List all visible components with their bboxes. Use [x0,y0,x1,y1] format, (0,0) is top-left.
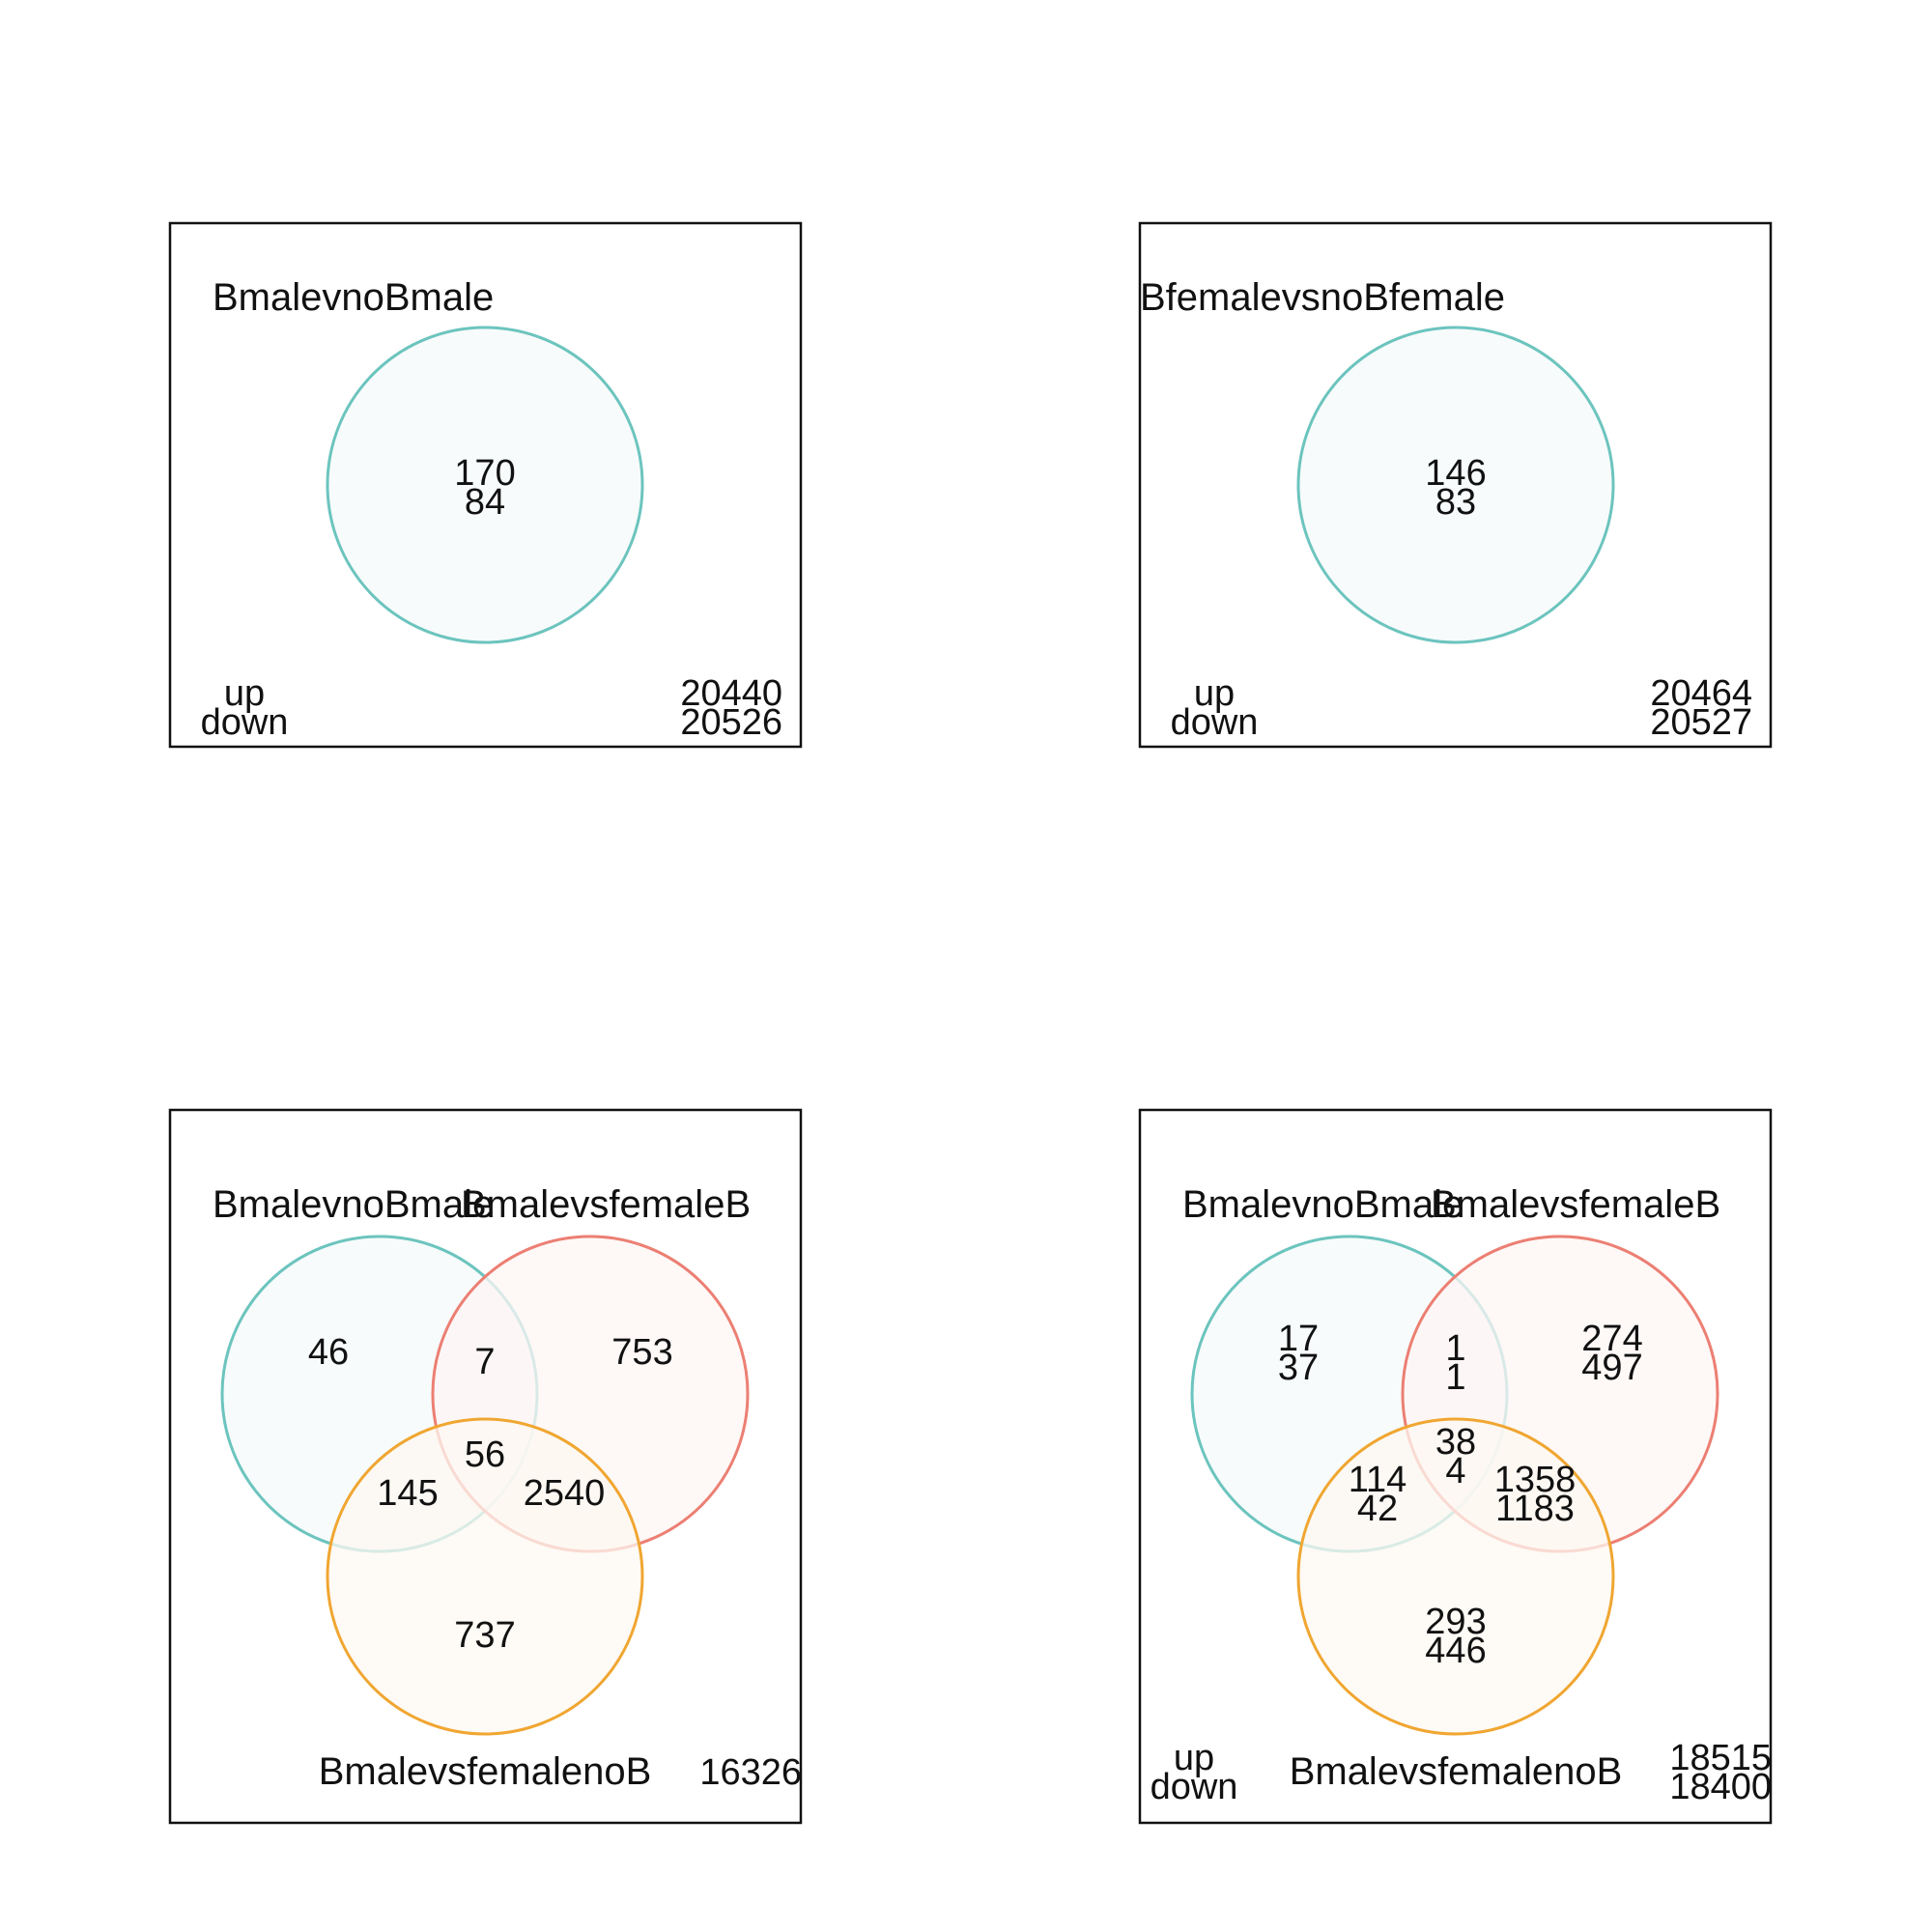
region-count-s123-down: 446 [1425,1631,1486,1671]
set-circle-1 [326,326,644,644]
legend-up: up [224,673,265,714]
set-circle-1 [1296,326,1615,644]
venn-panel-4: BmalevnoBmale BmalevsfemaleB Bmalevsfema… [1138,1108,1773,1825]
region-count-up: 146 [1425,453,1486,494]
set-label-1: BmalevnoBmale [213,276,494,319]
region-count-s13-down: 42 [1357,1489,1398,1529]
venn-panel-1: BmalevnoBmale 170 84 up down 20440 20526 [168,221,803,749]
region-count-s123: 737 [454,1615,515,1656]
region-count-only1: 46 [308,1332,349,1373]
region-count-only2: 7 [474,1342,495,1382]
panel-frame [1138,1108,1773,1825]
outside-count: 16326 [699,1752,802,1793]
region-count-s12: 56 [465,1435,505,1475]
outside-count-down: 20527 [1650,702,1752,743]
region-count-down: 84 [465,482,505,523]
outside-count-up: 20440 [680,673,782,714]
set-label-3: BmalevsfemalenoB [319,1750,652,1793]
panel-frame [168,1108,803,1825]
region-count-s23-down: 1183 [1495,1489,1575,1529]
region-count-only3-up: 274 [1581,1319,1642,1359]
legend-down: down [201,702,289,743]
outside-count-up: 20464 [1650,673,1752,714]
set-label-2: BmalevsfemaleB [461,1183,751,1226]
venn-panel-2: BfemalevsnoBfemale 146 83 up down 20464 … [1138,221,1773,749]
panel-frame [168,221,803,749]
region-count-only2-up: 1 [1445,1328,1465,1369]
panel-frame [1138,221,1773,749]
region-count-s23: 2540 [524,1473,606,1514]
region-count-only1-down: 37 [1278,1348,1319,1388]
region-count-s23-up: 1358 [1494,1460,1577,1500]
set-label-1: BmalevnoBmale [213,1183,494,1226]
region-count-s13: 145 [377,1473,438,1514]
region-count-s13-up: 114 [1349,1460,1407,1500]
region-count-only3: 753 [611,1332,672,1373]
set-label-3: BmalevsfemalenoB [1290,1750,1623,1793]
set-circle-3 [1296,1417,1615,1736]
region-count-s123-up: 293 [1425,1602,1486,1642]
set-label-2: BmalevsfemaleB [1431,1183,1720,1226]
region-count-only2-down: 1 [1445,1357,1465,1398]
region-count-down: 83 [1435,482,1476,523]
region-count-s12-down: 4 [1445,1451,1465,1492]
outside-count-down: 20526 [680,702,782,743]
legend-down: down [1151,1767,1238,1807]
region-count-up: 170 [454,453,515,494]
legend-up: up [1174,1738,1214,1778]
set-circle-3 [326,1417,644,1736]
region-count-only1-up: 17 [1278,1319,1319,1359]
set-label-1: BfemalevsnoBfemale [1140,276,1505,319]
outside-count-down: 18400 [1669,1767,1772,1807]
outside-count-up: 18515 [1669,1738,1772,1778]
legend-up: up [1194,673,1235,714]
region-count-s12-up: 38 [1435,1422,1476,1463]
venn-panel-3: BmalevnoBmale BmalevsfemaleB Bmalevsfema… [168,1108,803,1825]
legend-down: down [1171,702,1259,743]
set-label-1: BmalevnoBmale [1182,1183,1463,1226]
region-count-only3-down: 497 [1581,1348,1642,1388]
